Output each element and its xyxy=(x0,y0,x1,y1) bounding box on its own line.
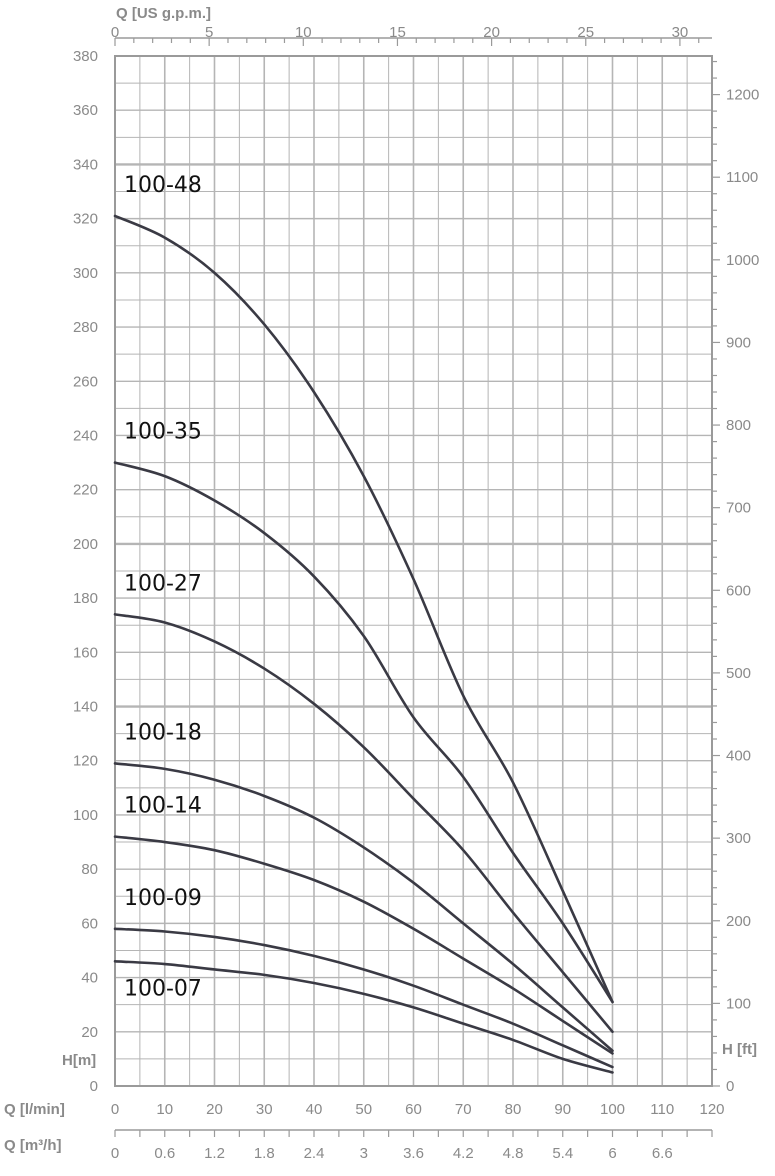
x-tick-label: 50 xyxy=(355,1101,372,1118)
m3h-tick-label: 0 xyxy=(111,1145,119,1162)
y-tick-label: 240 xyxy=(73,427,98,444)
y-tick-label: 160 xyxy=(73,644,98,661)
y-tick-label: 40 xyxy=(81,970,98,987)
m3h-tick-label: 0.6 xyxy=(154,1145,175,1162)
y-tick-label: 340 xyxy=(73,156,98,173)
y-tick-label: 360 xyxy=(73,102,98,119)
m3h-tick-label: 6.6 xyxy=(652,1145,673,1162)
x-tick-label: 120 xyxy=(699,1101,724,1118)
x-tick-label: 100 xyxy=(600,1101,625,1118)
y-tick-label: 100 xyxy=(73,807,98,824)
ft-tick-label: 1100 xyxy=(726,169,758,186)
curve-100-48 xyxy=(113,214,614,1004)
y-tick-label: 140 xyxy=(73,699,98,716)
ft-tick-label: 400 xyxy=(726,748,751,765)
y-tick-label: 0 xyxy=(90,1078,98,1095)
y-tick-label: 80 xyxy=(81,861,98,878)
curve-label-100-35: 100-35 xyxy=(124,420,202,445)
plot-frame xyxy=(114,55,713,1087)
grid xyxy=(114,55,713,1087)
m3h-tick-label: 6 xyxy=(608,1145,616,1162)
y-tick-label: 220 xyxy=(73,482,98,499)
ft-tick-label: 800 xyxy=(726,417,751,434)
x-tick-label: 30 xyxy=(256,1101,273,1118)
y-tick-label: 200 xyxy=(73,536,98,553)
y-tick-label: 260 xyxy=(73,373,98,390)
tick-labels: 0 5 10 15 20 25 300204060801001201401601802002… xyxy=(73,24,759,1162)
curve-100-35 xyxy=(113,461,614,1004)
top-tick-label: 5 xyxy=(205,24,213,41)
m3h-tick-label: 3.6 xyxy=(403,1145,424,1162)
m3h-axis-title: Q [m³/h] xyxy=(4,1137,62,1154)
curve-label-100-27: 100-27 xyxy=(124,571,202,596)
top-tick-label: 15 xyxy=(389,24,406,41)
y-tick-label: 60 xyxy=(81,915,98,932)
curve-label-100-09: 100-09 xyxy=(124,886,202,911)
x-tick-label: 80 xyxy=(505,1101,522,1118)
top-axis-title: Q [US g.p.m.] xyxy=(116,5,211,22)
curve-label-100-07: 100-07 xyxy=(124,976,202,1001)
curve-labels: 100-48 100-35 100-27 100-18 100-14 100-09 100-… xyxy=(124,173,202,1001)
m3h-tick-label: 3 xyxy=(360,1145,368,1162)
top-tick-label: 0 xyxy=(111,24,119,41)
curve-100-07 xyxy=(113,960,614,1074)
y-tick-label: 180 xyxy=(73,590,98,607)
ft-tick-label: 200 xyxy=(726,913,751,930)
curves xyxy=(113,214,614,1074)
m3h-tick-label: 1.2 xyxy=(204,1145,225,1162)
x-tick-label: 110 xyxy=(650,1101,674,1118)
m3h-tick-label: 2.4 xyxy=(304,1145,325,1162)
curve-100-18 xyxy=(113,762,614,1053)
y-tick-label: 380 xyxy=(73,48,98,65)
ft-tick-label: 500 xyxy=(726,665,751,682)
y-tick-label: 300 xyxy=(73,265,98,282)
ft-tick-label: 100 xyxy=(726,995,751,1012)
curve-label-100-14: 100-14 xyxy=(124,794,202,819)
axes xyxy=(114,37,720,1137)
top-tick-label: 30 xyxy=(672,24,689,41)
ft-tick-label: 700 xyxy=(726,500,751,517)
ft-tick-label: 1200 xyxy=(726,87,759,104)
x-tick-label: 20 xyxy=(206,1101,223,1118)
curve-100-09 xyxy=(113,927,614,1069)
y-tick-label: 120 xyxy=(73,753,98,770)
m3h-tick-label: 1.8 xyxy=(254,1145,275,1162)
top-tick-label: 20 xyxy=(483,24,500,41)
curve-100-14 xyxy=(113,835,614,1055)
curve-label-100-48: 100-48 xyxy=(124,173,202,198)
m3h-tick-label: 4.2 xyxy=(453,1145,474,1162)
x-tick-label: 90 xyxy=(554,1101,571,1118)
ft-tick-label: 1000 xyxy=(726,252,759,269)
ft-tick-label: 900 xyxy=(726,334,751,351)
y-tick-label: 320 xyxy=(73,211,98,228)
m3h-tick-label: 4.8 xyxy=(503,1145,524,1162)
x-tick-label: 60 xyxy=(405,1101,422,1118)
curve-label-100-18: 100-18 xyxy=(124,720,202,745)
right-axis-title: H [ft] xyxy=(722,1041,757,1058)
m3h-tick-label: 5.4 xyxy=(552,1145,573,1162)
y-tick-label: 20 xyxy=(81,1024,98,1041)
ft-tick-label: 0 xyxy=(726,1078,734,1095)
y-axis-title: H[m] xyxy=(62,1052,96,1069)
x-tick-label: 10 xyxy=(156,1101,173,1118)
top-tick-label: 10 xyxy=(295,24,312,41)
x-tick-label: 40 xyxy=(306,1101,323,1118)
x-tick-label: 70 xyxy=(455,1101,472,1118)
curve-100-27 xyxy=(113,613,614,1034)
ft-tick-label: 300 xyxy=(726,830,751,847)
x-axis-title: Q [l/min] xyxy=(4,1101,65,1118)
top-tick-label: 25 xyxy=(577,24,594,41)
ft-tick-label: 600 xyxy=(726,582,751,599)
y-tick-label: 280 xyxy=(73,319,98,336)
x-tick-label: 0 xyxy=(111,1101,119,1118)
